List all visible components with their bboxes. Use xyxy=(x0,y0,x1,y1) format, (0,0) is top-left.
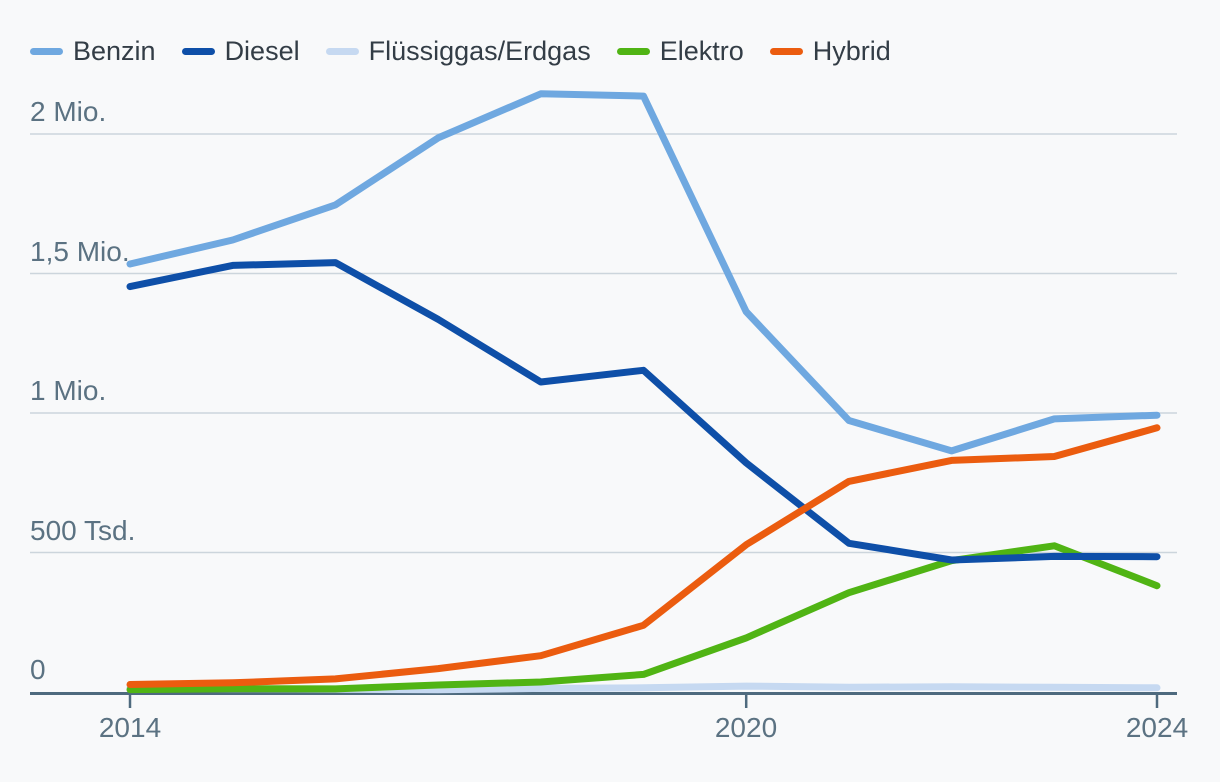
benzin-color-swatch-icon xyxy=(30,48,63,55)
series-line-diesel xyxy=(126,259,1161,564)
legend-item-elektro: Elektro xyxy=(616,36,744,67)
y-axis-tick-label-1mio: 1 Mio. xyxy=(30,375,107,406)
y-axis-tick-label-15mio: 1,5 Mio. xyxy=(30,236,130,267)
legend-label-diesel: Diesel xyxy=(224,36,300,66)
series-line-benzin xyxy=(126,90,1161,455)
legend-item-benzin: Benzin xyxy=(30,36,156,67)
legend-item-fluessiggas-erdgas: Flüssiggas/Erdgas xyxy=(325,36,591,67)
diesel-color-swatch-icon xyxy=(181,48,215,55)
x-axis-tick-label-2024: 2024 xyxy=(1125,712,1189,743)
fluessiggas-erdgas-color-swatch-icon xyxy=(325,48,359,55)
x-axis-tick-label-2020: 2020 xyxy=(714,712,778,743)
legend-item-diesel: Diesel xyxy=(181,36,300,67)
series-line-hybrid xyxy=(126,424,1161,688)
y-axis-tick-label-0: 0 xyxy=(30,654,46,685)
legend-label-elektro: Elektro xyxy=(659,36,744,66)
elektro-color-swatch-icon xyxy=(616,48,650,55)
legend-item-hybrid: Hybrid xyxy=(769,36,891,67)
y-axis-tick-label-2mio: 2 Mio. xyxy=(30,96,107,127)
series-line-elektro xyxy=(126,542,1161,694)
legend-label-fluessiggas-erdgas: Flüssiggas/Erdgas xyxy=(368,36,591,66)
x-axis-tick-label-2014: 2014 xyxy=(98,712,162,743)
y-axis-tick-label-500tsd: 500 Tsd. xyxy=(30,515,136,546)
hybrid-color-swatch-icon xyxy=(769,48,803,55)
legend: Benzin Diesel Flüssiggas/Erdgas Elektro … xyxy=(30,36,891,67)
legend-label-benzin: Benzin xyxy=(73,36,156,66)
legend-label-hybrid: Hybrid xyxy=(812,36,891,66)
